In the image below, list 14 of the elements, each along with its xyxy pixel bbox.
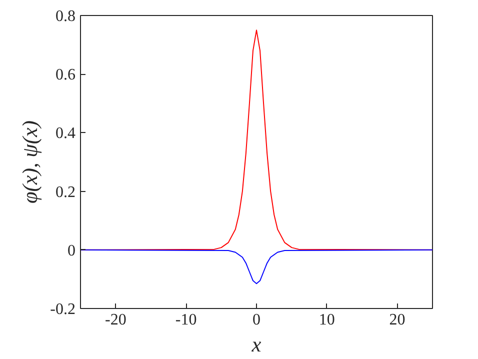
x-tick-label: 20 <box>389 312 406 328</box>
y-tick-label: 0.2 <box>56 184 76 201</box>
x-tick-label: -10 <box>175 312 197 328</box>
y-tick-label: -0.2 <box>50 301 76 318</box>
y-axis-title: φ(x), ψ(x) <box>18 120 42 204</box>
x-tick-label: -20 <box>105 312 126 328</box>
x-tick-label: 10 <box>318 312 335 328</box>
line-series <box>80 249 432 284</box>
x-tick-label: 0 <box>252 312 260 328</box>
y-tick-label: 0.4 <box>56 125 76 142</box>
y-tick-label: 0 <box>68 242 76 260</box>
y-tick-label: 0.8 <box>56 8 76 25</box>
y-tick-label: 0.6 <box>56 66 76 84</box>
x-axis-title: x <box>250 332 262 356</box>
